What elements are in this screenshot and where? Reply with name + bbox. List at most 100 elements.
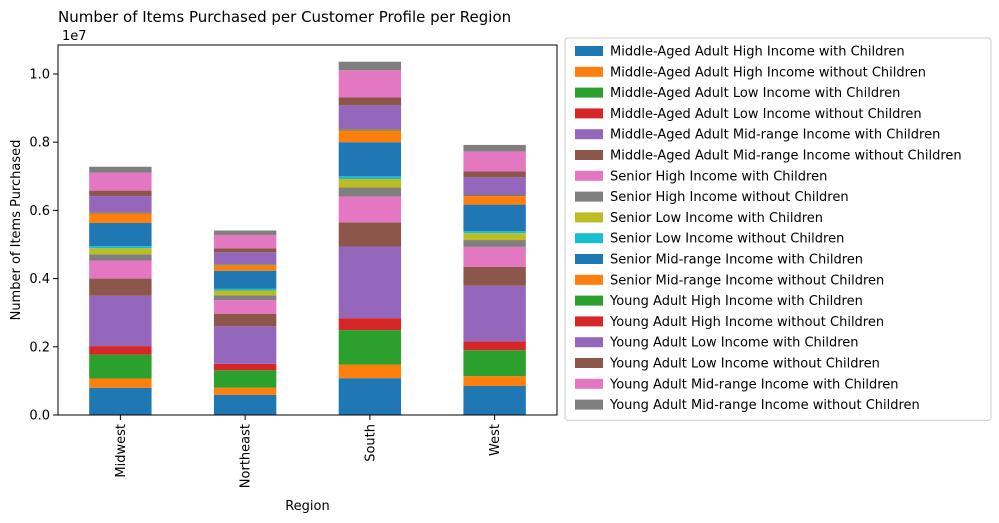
legend-label: Senior Mid-range Income with Children (610, 253, 863, 268)
bar-segment (463, 204, 526, 232)
bar-segment (213, 363, 277, 371)
bar-segment (213, 295, 277, 301)
legend: Middle-Aged Adult High Income with Child… (564, 37, 992, 421)
legend-swatch (575, 337, 603, 348)
bar-segment (338, 318, 402, 331)
bar-segment (338, 176, 402, 180)
legend-swatch (575, 233, 603, 244)
legend-swatch (575, 274, 603, 285)
x-tick-label: Midwest (114, 424, 129, 478)
legend-label: Young Adult Mid-range Income with Childr… (609, 377, 899, 392)
bar-segment (89, 172, 152, 191)
bar-segment (463, 233, 526, 241)
plot-area-frame (57, 44, 558, 416)
bar-segment (463, 341, 526, 351)
bar-segment (338, 130, 402, 143)
legend-label: Senior High Income with Children (610, 169, 827, 184)
legend-label: Middle-Aged Adult Mid-range Income with … (610, 128, 940, 143)
bar-segment (89, 260, 152, 279)
bar-segment (89, 212, 152, 214)
bar-segment (338, 105, 402, 130)
bar-segment (463, 171, 526, 178)
y-axis: 0.0 0.2 0.4 0.6 0.8 1.0 (29, 67, 58, 424)
bar-segment (89, 378, 152, 388)
bar-segment (338, 142, 402, 177)
legend-label: Senior Low Income with Children (610, 211, 823, 226)
legend-swatch (575, 378, 603, 389)
bar-segment (213, 387, 277, 395)
bar-segment (463, 151, 526, 172)
legend-swatch (575, 66, 603, 77)
bar-segment (89, 223, 152, 247)
y-tick-label: 0.0 (29, 409, 50, 424)
bar-segment (213, 313, 277, 327)
bar-segment (338, 129, 402, 131)
legend-frame (564, 37, 992, 421)
legend-swatch (575, 108, 603, 119)
bar-segment (89, 278, 152, 296)
bar-segment (89, 213, 152, 224)
bar-segment (463, 231, 526, 234)
legend-label: Young Adult Low Income with Children (609, 336, 859, 351)
x-tick-label: Northeast (239, 424, 254, 488)
legend-label: Senior High Income without Children (610, 190, 849, 205)
bar-segment (463, 240, 526, 247)
legend-label: Senior Low Income without Children (610, 232, 844, 247)
bar-segment (463, 246, 526, 267)
bar-segment (338, 97, 402, 106)
bar-segment (463, 386, 526, 415)
bar-segment (89, 295, 152, 347)
bar-segment (213, 326, 277, 364)
legend-swatch (575, 87, 603, 98)
legend-swatch (575, 170, 603, 181)
bar-segment (89, 254, 152, 261)
legend-label: Young Adult High Income with Children (609, 294, 863, 309)
legend-label: Middle-Aged Adult Low Income with Childr… (610, 86, 900, 101)
legend-swatch (575, 399, 603, 410)
bar-segment (463, 177, 526, 196)
bar-segment (338, 222, 402, 247)
chart-title: Number of Items Purchased per Customer P… (58, 8, 511, 26)
bar-segment (213, 265, 277, 271)
legend-swatch (575, 129, 603, 140)
bar-segment (213, 300, 277, 314)
legend-label: Middle-Aged Adult High Income without Ch… (610, 65, 926, 80)
bar-segment (213, 252, 277, 265)
bar-segment (213, 234, 277, 249)
y-tick-label: 0.8 (29, 136, 50, 151)
legend-swatch (575, 316, 603, 327)
bar-segment (338, 378, 402, 415)
legend-swatch (575, 191, 603, 202)
legend-label: Middle-Aged Adult Mid-range Income witho… (610, 149, 962, 164)
bar-segment (89, 354, 152, 379)
y-tick-label: 0.4 (29, 272, 50, 287)
bar-segment (89, 246, 152, 249)
bar-segment (338, 179, 402, 188)
x-tick-label: South (363, 424, 378, 462)
legend-swatch (575, 46, 603, 56)
bar-segment (463, 376, 526, 387)
bar-segment (463, 285, 526, 342)
legend-label: Middle-Aged Adult Low Income without Chi… (610, 107, 922, 122)
legend-label: Middle-Aged Adult High Income with Child… (610, 45, 905, 60)
bar-segment (338, 246, 402, 319)
y-tick-label: 0.6 (29, 204, 50, 219)
bar-segment (338, 196, 402, 223)
x-axis: Midwest Northeast South West (114, 415, 503, 488)
bar-segment (89, 166, 152, 173)
legend-label: Senior Mid-range Income without Children (610, 273, 884, 288)
x-tick-label: West (488, 424, 503, 456)
bar-segment (213, 288, 277, 291)
legend-swatch (575, 254, 603, 264)
legend-swatch (575, 358, 603, 368)
bar-segment (89, 196, 152, 213)
legend-swatch (575, 295, 603, 306)
bar-segment (89, 387, 152, 415)
bar-segment (213, 370, 277, 388)
bar-segment (213, 270, 277, 289)
y-tick-label: 0.2 (29, 340, 50, 355)
bar-segment (463, 267, 526, 286)
bar-segment (213, 230, 277, 235)
bar-segment (338, 364, 402, 379)
bar-segment (338, 61, 402, 71)
